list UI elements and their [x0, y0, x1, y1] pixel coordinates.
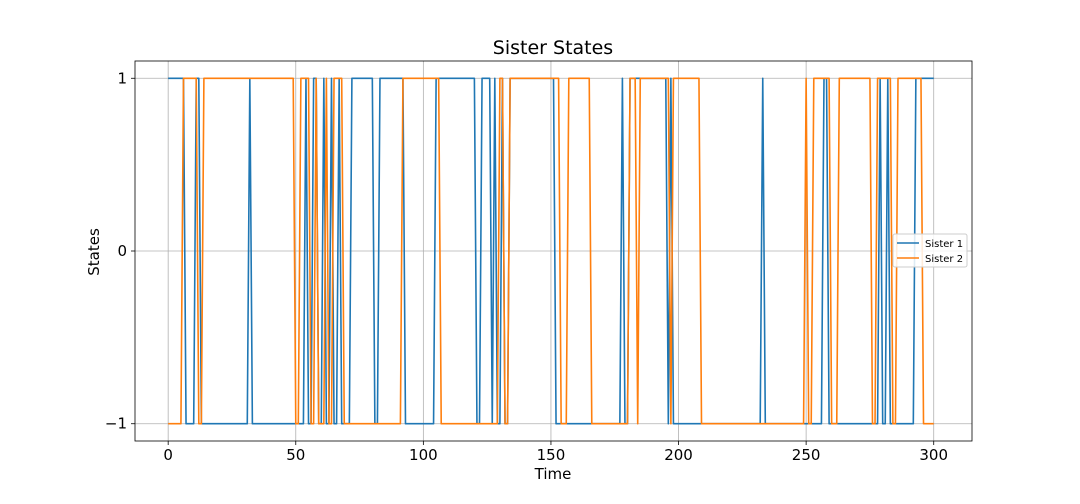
y-tick-label: 0: [117, 242, 127, 260]
y-tick-label: −1: [105, 415, 127, 433]
y-axis-label: States: [85, 228, 103, 276]
legend-label-2: Sister 2: [925, 254, 963, 265]
x-tick-label: 0: [163, 446, 173, 464]
x-tick-label: 150: [537, 446, 566, 464]
x-axis-label: Time: [534, 465, 572, 483]
legend-label-1: Sister 1: [925, 239, 963, 250]
x-tick-label: 250: [792, 446, 821, 464]
x-tick-label: 100: [409, 446, 438, 464]
legend: Sister 1 Sister 2: [892, 233, 968, 268]
series-line-2: [168, 77, 934, 425]
series-lines: [168, 77, 934, 425]
x-tick-label: 300: [919, 446, 948, 464]
x-tick-label: 200: [664, 446, 693, 464]
x-tick-label: 50: [286, 446, 305, 464]
y-tick-label: 1: [117, 69, 127, 87]
ticks: 0 50 100 150 200 250 300 −1 0 1: [105, 69, 948, 464]
chart-title: Sister States: [493, 37, 613, 59]
